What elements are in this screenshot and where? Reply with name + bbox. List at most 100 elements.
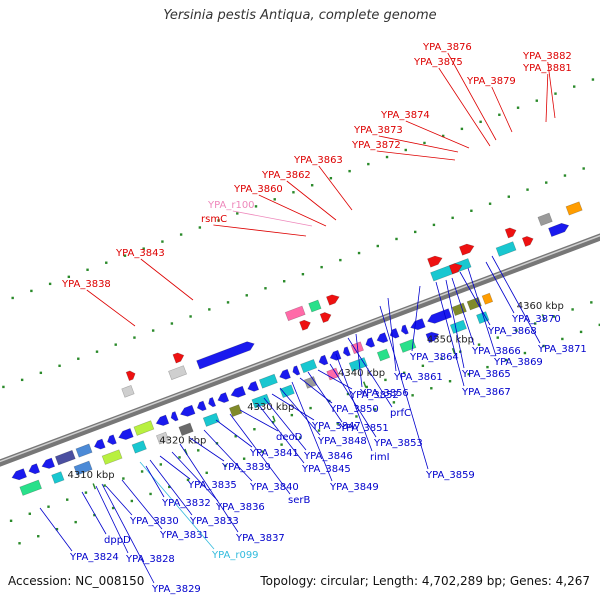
gene-inner-5[interactable] [93, 438, 106, 450]
gene-inner-4[interactable] [75, 443, 93, 458]
gene-outer-7[interactable] [202, 412, 220, 427]
gene-label-ypa-3860[interactable]: YPA_3860 [233, 184, 283, 195]
gene-label-ypa-3831[interactable]: YPA_3831 [159, 530, 209, 541]
gene-inner-2[interactable] [41, 457, 56, 469]
gene-label-ypa-3849[interactable]: YPA_3849 [329, 482, 379, 493]
gene-outer-14[interactable] [376, 348, 391, 362]
gene-label-ypa-3856[interactable]: YPA_3856 [359, 388, 409, 399]
gene-label-ypa-3824[interactable]: YPA_3824 [69, 552, 119, 563]
gene-inner-13[interactable] [208, 397, 217, 408]
gene-inner-29[interactable] [410, 318, 426, 331]
gene-label-ypa-3853[interactable]: YPA_3853 [373, 438, 423, 449]
gene-inner-26[interactable] [376, 332, 389, 344]
gene-label-ypa-3836[interactable]: YPA_3836 [215, 502, 265, 513]
gene-forward-6[interactable] [299, 319, 311, 331]
gene-label-ypa-3845[interactable]: YPA_3845 [301, 464, 351, 475]
gene-label-ypa-3847[interactable]: YPA_3847 [311, 421, 361, 432]
gene-forward-12[interactable] [448, 263, 463, 275]
gene-inner-28[interactable] [400, 324, 409, 335]
gene-outer-15[interactable] [399, 338, 417, 353]
gene-label-ypa-3840[interactable]: YPA_3840 [249, 482, 299, 493]
gene-label-ypa-3879[interactable]: YPA_3879 [466, 76, 516, 87]
gene-label-ypa-3872[interactable]: YPA_3872 [351, 140, 401, 151]
gene-forward-19[interactable] [565, 201, 583, 216]
gene-label-ypa-3866[interactable]: YPA_3866 [471, 346, 521, 357]
gene-inner-6[interactable] [107, 434, 117, 445]
gene-label-ypa-3881[interactable]: YPA_3881 [522, 63, 572, 74]
gene-label-ypa-3875[interactable]: YPA_3875 [413, 57, 463, 68]
gene-label-ypa-3852[interactable]: YPA_3852 [349, 390, 399, 401]
gene-outer-17[interactable] [449, 319, 467, 334]
gene-label-ypa-3871[interactable]: YPA_3871 [537, 344, 587, 355]
gene-forward-1[interactable] [125, 370, 136, 382]
gene-inner-0[interactable] [11, 468, 28, 481]
gene-label-rimi[interactable]: rimI [370, 452, 390, 463]
gene-forward-3[interactable] [172, 352, 185, 364]
gene-features[interactable] [11, 201, 583, 496]
gene-outer-0[interactable] [19, 479, 43, 496]
gene-forward-15[interactable] [504, 227, 517, 239]
gene-label-prfc[interactable]: prfC [390, 408, 411, 419]
gene-inner-3[interactable] [54, 449, 76, 466]
gene-label-dppd[interactable]: dppD [104, 535, 131, 546]
gene-outer-1[interactable] [51, 471, 65, 484]
gene-label-ypa-3869[interactable]: YPA_3869 [493, 357, 543, 368]
gene-forward-9[interactable] [326, 294, 340, 306]
gene-label-ypa-3859[interactable]: YPA_3859 [425, 470, 475, 481]
gene-inner-15[interactable] [230, 385, 247, 398]
gene-label-ypa-3839[interactable]: YPA_3839 [221, 462, 271, 473]
gene-forward-18[interactable] [548, 222, 570, 238]
gene-label-deod[interactable]: deoD [276, 432, 303, 443]
top-gene-labels[interactable]: YPA_3838 YPA_3843 rsmC YPA_r100 YPA_3860 YPA_… [61, 42, 572, 327]
gene-label-ypa-3864[interactable]: YPA_3864 [409, 352, 459, 363]
gene-label-ypa-3861[interactable]: YPA_3861 [393, 372, 443, 383]
gene-inner-32[interactable] [466, 296, 482, 311]
gene-label-ypa-3870[interactable]: YPA_3870 [511, 314, 561, 325]
gene-inner-8[interactable] [133, 420, 155, 436]
gene-label-ypa-3876[interactable]: YPA_3876 [422, 42, 472, 53]
gene-inner-9[interactable] [155, 414, 170, 426]
bottom-gene-labels[interactable]: YPA_3824 dppD YPA_3828 YPA_3829 YPA_3830 YPA_… [39, 255, 587, 595]
gene-label-ypa-3837[interactable]: YPA_3837 [235, 533, 285, 544]
gene-inner-16[interactable] [247, 380, 260, 392]
gene-label-ypa-3846[interactable]: YPA_3846 [303, 451, 353, 462]
gene-label-ypa-3873[interactable]: YPA_3873 [353, 125, 403, 136]
gene-outer-16[interactable] [425, 331, 440, 344]
gene-inner-22[interactable] [329, 349, 342, 361]
gene-inner-7[interactable] [118, 428, 134, 440]
gene-forward-5[interactable] [284, 305, 306, 322]
gene-label-ypa-3865[interactable]: YPA_3865 [461, 369, 511, 380]
gene-label-ypa-r100[interactable]: YPA_r100 [207, 200, 255, 211]
gene-outer-9[interactable] [251, 393, 271, 409]
gene-inner-18[interactable] [279, 368, 291, 380]
gene-forward-0[interactable] [121, 384, 135, 398]
gene-label-ypa-3828[interactable]: YPA_3828 [125, 554, 175, 565]
gene-forward-2[interactable] [168, 365, 188, 381]
gene-outer-5[interactable] [156, 431, 170, 445]
gene-outer-6[interactable] [178, 422, 194, 437]
gene-label-ypa-3863[interactable]: YPA_3863 [293, 155, 343, 166]
gene-label-ypa-3862[interactable]: YPA_3862 [261, 170, 311, 181]
gene-forward-7[interactable] [308, 299, 322, 313]
gene-inner-21[interactable] [318, 354, 329, 366]
gene-inner-25[interactable] [365, 337, 376, 348]
gene-forward-4[interactable] [196, 341, 255, 370]
gene-label-ypa-3868[interactable]: YPA_3868 [487, 326, 537, 337]
gene-label-ypa-3850[interactable]: YPA_3850 [329, 404, 379, 415]
gene-outer-8[interactable] [229, 404, 243, 417]
gene-forward-13[interactable] [458, 243, 475, 256]
gene-label-rsmc[interactable]: rsmC [201, 214, 227, 225]
gene-outer-10[interactable] [279, 384, 295, 398]
gene-inner-23[interactable] [342, 346, 351, 357]
gene-label-ypa-3829[interactable]: YPA_3829 [151, 584, 201, 595]
gene-label-ypa-3830[interactable]: YPA_3830 [129, 516, 179, 527]
gene-label-ypa-3841[interactable]: YPA_3841 [249, 448, 299, 459]
gene-forward-14[interactable] [495, 241, 517, 257]
gene-outer-4[interactable] [131, 440, 147, 454]
gene-inner-31[interactable] [451, 302, 467, 317]
gene-label-ypa-3832[interactable]: YPA_3832 [161, 498, 211, 509]
gene-inner-11[interactable] [179, 404, 196, 417]
gene-inner-1[interactable] [28, 463, 41, 475]
gene-forward-16[interactable] [521, 236, 534, 247]
gene-label-ypa-3835[interactable]: YPA_3835 [187, 480, 237, 491]
